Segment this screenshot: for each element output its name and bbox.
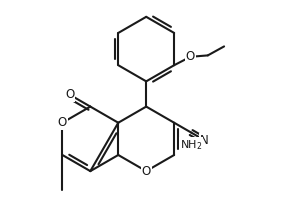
Text: N: N	[200, 134, 209, 147]
Text: O: O	[142, 165, 151, 178]
Text: NH$_2$: NH$_2$	[180, 138, 202, 152]
Text: O: O	[65, 88, 74, 101]
Text: O: O	[58, 116, 67, 129]
Text: O: O	[186, 50, 195, 63]
